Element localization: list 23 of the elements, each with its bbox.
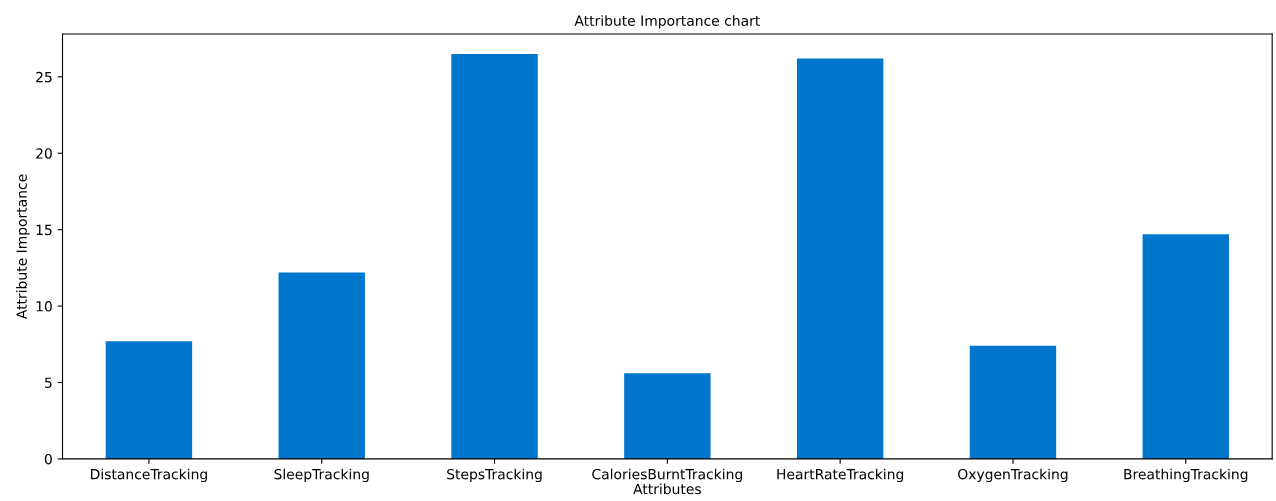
bar [969,345,1057,459]
y-axis-title: Attribute Importance [16,174,30,320]
y-tick-label: 10 [36,301,52,312]
x-tick-label: StepsTracking [447,468,542,483]
x-tick-label: CaloriesBurntTracking [592,468,742,483]
x-tick-label: SleepTracking [274,468,369,483]
x-tick-label: OxygenTracking [958,468,1068,483]
y-tick-label: 15 [36,224,52,236]
bar [451,53,538,459]
bar [105,341,193,459]
y-tick-label: 5 [45,377,52,388]
bar [624,373,711,459]
bar [796,58,884,459]
y-tick-label: 25 [36,71,52,83]
x-tick-label: HeartRateTracking [777,468,904,483]
x-tick-label: DistanceTracking [91,468,207,483]
chart-title: Attribute Importance chart [574,15,760,29]
bar [278,272,365,459]
x-axis-title: Attributes [633,483,701,495]
bar [1142,234,1229,459]
y-tick-label: 20 [36,148,52,159]
x-tick-label: BreathingTracking [1124,468,1248,483]
y-tick-label: 0 [44,453,52,465]
